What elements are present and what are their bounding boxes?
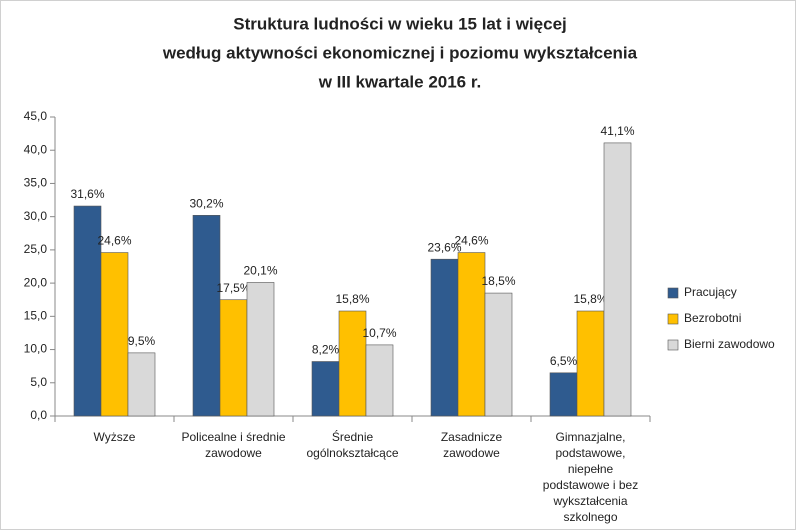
data-label: 10,7% — [362, 326, 396, 340]
legend-label: Bezrobotni — [684, 311, 741, 325]
bar — [484, 292, 513, 417]
bar — [457, 252, 486, 417]
bar — [73, 205, 102, 417]
y-tick-label: 40,0 — [24, 142, 48, 156]
x-tick-label: Policealne i średnie zawodowe — [181, 430, 285, 460]
x-tick-label: Wyższe — [94, 430, 136, 444]
data-label: 9,5% — [128, 334, 156, 348]
data-label: 30,2% — [189, 197, 223, 211]
data-label: 15,8% — [335, 292, 369, 306]
bar — [246, 282, 275, 417]
chart-title: w III kwartale 2016 r. — [318, 72, 482, 91]
y-tick-label: 15,0 — [24, 309, 48, 323]
data-label: 24,6% — [454, 234, 488, 248]
bar — [603, 142, 632, 417]
bar — [549, 372, 578, 417]
data-label: 8,2% — [312, 343, 340, 357]
legend-swatch — [667, 313, 679, 325]
y-tick-label: 25,0 — [24, 242, 48, 256]
bar — [430, 258, 459, 417]
bar — [338, 310, 367, 417]
chart-title: Struktura ludności w wieku 15 lat i więc… — [233, 14, 567, 33]
bar — [576, 310, 605, 417]
chart-title: według aktywności ekonomicznej i poziomu… — [162, 43, 638, 62]
data-label: 20,1% — [243, 264, 277, 278]
x-tick-label: Gimnazjalne, podstawowe, niepełne podstawow… — [543, 430, 638, 524]
y-tick-label: 35,0 — [24, 176, 48, 190]
data-label: 23,6% — [427, 240, 461, 254]
data-label: 17,5% — [216, 281, 250, 295]
data-label: 15,8% — [573, 292, 607, 306]
bar — [219, 299, 248, 417]
legend-label: Pracujący — [684, 285, 737, 299]
bar — [365, 344, 394, 417]
y-tick-label: 20,0 — [24, 275, 48, 289]
data-label: 24,6% — [97, 234, 131, 248]
bar — [127, 352, 156, 417]
x-tick-label: Średnie ogólnokształcące — [306, 429, 398, 460]
data-label: 18,5% — [481, 274, 515, 288]
data-label: 31,6% — [70, 187, 104, 201]
y-tick-label: 5,0 — [30, 375, 47, 389]
x-tick-label: Zasadnicze zawodowe — [441, 430, 503, 460]
bar — [192, 215, 221, 417]
data-label: 41,1% — [600, 124, 634, 138]
legend-swatch — [667, 287, 679, 299]
data-label: 6,5% — [550, 354, 578, 368]
y-tick-label: 10,0 — [24, 342, 48, 356]
legend-label: Bierni zawodowo — [684, 337, 775, 351]
legend-swatch — [667, 339, 679, 351]
y-tick-label: 45,0 — [24, 109, 48, 123]
bar — [311, 361, 340, 417]
y-tick-label: 0,0 — [30, 408, 47, 422]
y-tick-label: 30,0 — [24, 209, 48, 223]
bar — [100, 252, 129, 417]
